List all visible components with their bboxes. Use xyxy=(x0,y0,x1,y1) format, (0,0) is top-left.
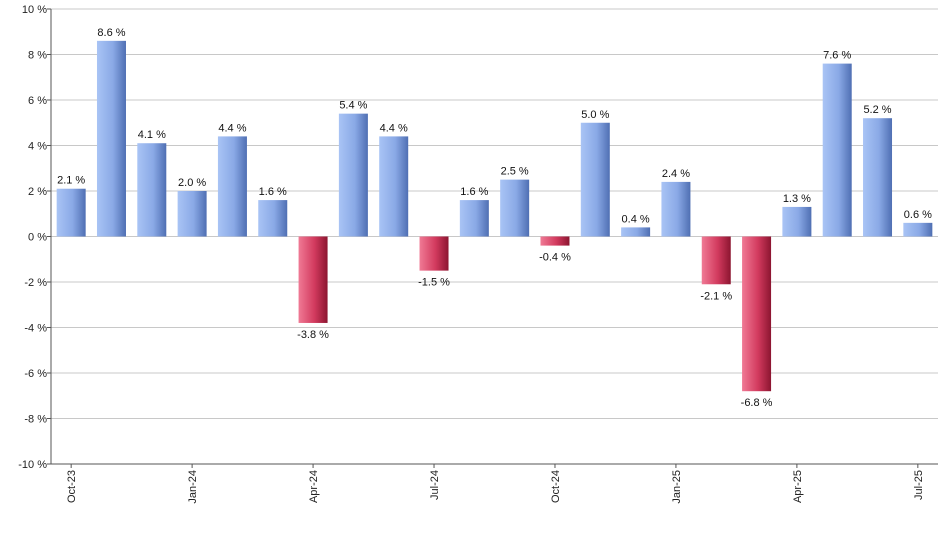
y-tick-label: -4 % xyxy=(24,323,47,335)
bar-Jan-25 xyxy=(661,181,691,237)
data-label: 2.0 % xyxy=(178,177,206,189)
data-label: 5.0 % xyxy=(581,109,609,121)
y-tick-label: -6 % xyxy=(24,368,47,380)
y-tick-label: 4 % xyxy=(28,141,47,153)
data-label: 5.4 % xyxy=(339,100,367,112)
bar-Apr-24 xyxy=(298,236,328,323)
bar-Nov-24 xyxy=(580,122,610,237)
y-tick-label: 2 % xyxy=(28,186,47,198)
y-tick-label: 0 % xyxy=(28,232,47,244)
x-tick-label: Apr-25 xyxy=(792,470,804,503)
data-label: 5.2 % xyxy=(863,104,891,116)
data-label: -2.1 % xyxy=(700,290,732,302)
y-tick-label: -8 % xyxy=(24,414,47,426)
data-label: 4.1 % xyxy=(138,129,166,141)
x-tick-label: Jul-25 xyxy=(913,470,925,500)
bars xyxy=(56,40,933,392)
data-label: 2.1 % xyxy=(57,175,85,187)
bar-Jul-25 xyxy=(903,222,933,237)
bar-Jul-24 xyxy=(419,236,449,271)
bar-May-24 xyxy=(338,113,368,237)
bar-Jan-24 xyxy=(177,191,207,237)
data-label: 4.4 % xyxy=(218,122,246,134)
y-tick-label: 10 % xyxy=(22,4,47,16)
data-label: 1.6 % xyxy=(460,186,488,198)
data-label: -3.8 % xyxy=(297,329,329,341)
data-label: 2.4 % xyxy=(662,168,690,180)
bar-May-25 xyxy=(822,63,852,237)
bar-Oct-24 xyxy=(540,236,570,246)
data-label: 4.4 % xyxy=(380,122,408,134)
y-tick-label: -2 % xyxy=(24,277,47,289)
bar-Jun-24 xyxy=(379,136,409,237)
y-tick-label: 8 % xyxy=(28,50,47,62)
data-label: 8.6 % xyxy=(97,27,125,39)
bar-Nov-23 xyxy=(96,40,126,237)
bar-Sep-24 xyxy=(500,179,530,237)
x-tick-label: Apr-24 xyxy=(308,470,320,503)
axes: 10 % 8 % 6 % 4 % 2 % 0 % -2 % -4 % -6 % -8 % -10 %… xyxy=(18,4,938,504)
bar-Jun-25 xyxy=(863,118,893,237)
bar-Apr-25 xyxy=(782,206,812,237)
bar-Aug-24 xyxy=(459,200,489,237)
data-label: 2.5 % xyxy=(501,166,529,178)
bar-Mar-24 xyxy=(258,200,288,237)
data-label: 7.6 % xyxy=(823,50,851,62)
data-label: 0.6 % xyxy=(904,209,932,221)
bar-Mar-25 xyxy=(742,236,772,392)
data-label: -1.5 % xyxy=(418,277,450,289)
bar-Oct-23 xyxy=(56,188,86,237)
data-labels: 2.1 % 8.6 % 4.1 % 2.0 % 4.4 % 1.6 % -3.8 % 5.4 … xyxy=(57,27,932,409)
bar-Dec-24 xyxy=(621,227,651,237)
x-tick-label: Jan-25 xyxy=(671,470,683,504)
y-tick-label: 6 % xyxy=(28,95,47,107)
x-tick-label: Jan-24 xyxy=(187,470,199,504)
y-tick-label: -10 % xyxy=(18,459,47,471)
bar-Feb-25 xyxy=(701,236,731,285)
data-label: -0.4 % xyxy=(539,252,571,264)
data-label: 1.3 % xyxy=(783,193,811,205)
x-tick-label: Oct-24 xyxy=(550,470,562,503)
bar-Feb-24 xyxy=(217,136,247,237)
data-label: 1.6 % xyxy=(259,186,287,198)
bar-Dec-23 xyxy=(137,143,167,237)
x-tick-label: Oct-23 xyxy=(66,470,78,503)
data-label: -6.8 % xyxy=(741,397,773,409)
x-tick-label: Jul-24 xyxy=(429,470,441,500)
data-label: 0.4 % xyxy=(622,213,650,225)
